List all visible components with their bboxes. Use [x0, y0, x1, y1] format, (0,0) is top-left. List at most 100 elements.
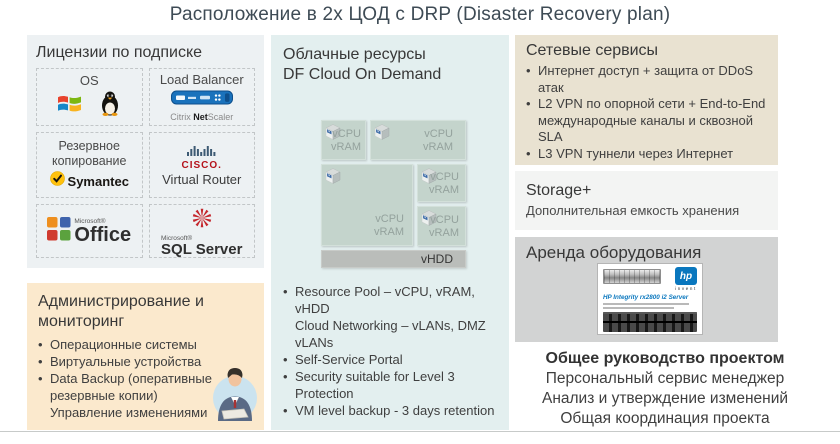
- bullet-marker: •: [283, 284, 288, 299]
- os-label: OS: [79, 73, 99, 88]
- cloud-heading-line2: DF Cloud On Demand: [283, 66, 442, 83]
- vm-box: vCPU vRAM: [417, 164, 466, 202]
- vm-server-icon: [324, 167, 342, 190]
- admin-note: Управление изменениями: [38, 404, 253, 421]
- bullet-text: Виртуальные устройства: [50, 354, 202, 369]
- sql-server-logo: Microsoft® SQL Server: [161, 206, 242, 257]
- cisco-bars-icon: [186, 143, 217, 161]
- bullet-marker: •: [38, 371, 43, 386]
- license-cell-load-balancer: Load Balancer Citrix NetScaler: [148, 68, 255, 126]
- windows-logo-icon: [57, 91, 83, 120]
- bullet-marker: [283, 317, 295, 351]
- cloud-bullet: • Security suitable for Level 3 Protecti…: [283, 368, 501, 402]
- admin-bullet: • Операционные системы: [38, 336, 253, 353]
- admin-heading: Администрирование и мониторинг: [38, 293, 204, 330]
- hp-server-photo-bottom: [603, 312, 697, 332]
- bullet-text: L2 VPN по опорной сети + End-to-End межд…: [538, 96, 766, 144]
- network-bullet: • L2 VPN по опорной сети + End-to-End ме…: [526, 96, 767, 146]
- licenses-grid: OS: [36, 68, 255, 258]
- hp-text-line: [603, 307, 675, 309]
- bottom-divider: [0, 431, 840, 432]
- vm-label: vCPU vRAM: [429, 171, 459, 196]
- panel-admin-monitoring: Администрирование и мониторинг • Операци…: [27, 283, 264, 430]
- netscaler-appliance-icon: [170, 90, 233, 111]
- vm-server-icon: [420, 209, 438, 232]
- bullet-marker: •: [38, 354, 43, 369]
- vm-server-icon: [324, 123, 342, 146]
- hp-logo-block: hp invent: [675, 267, 697, 291]
- license-cell-sql: Microsoft® SQL Server: [148, 204, 255, 258]
- bullet-marker: •: [283, 403, 288, 418]
- bullet-text: Cloud Networking – vLANs, DMZ vLANs: [295, 318, 486, 350]
- vm-label: vCPU vRAM: [374, 213, 404, 238]
- microsoft-label: Microsoft®: [74, 217, 106, 225]
- vm-label: vCPU vRAM: [429, 214, 459, 239]
- panel-licenses: Лицензии по подписке OS: [27, 35, 264, 268]
- hp-invent-label: invent: [675, 286, 697, 291]
- storage-subtitle: Дополнительная емкость хранения: [526, 203, 740, 218]
- network-heading: Сетевые сервисы: [526, 42, 659, 59]
- vm-box: vCPU vRAM: [417, 206, 466, 246]
- bullet-marker: •: [526, 63, 531, 78]
- cisco-brand: CISCO.: [181, 160, 222, 171]
- panel-storage: Storage+ Дополнительная емкость хранения: [515, 171, 778, 230]
- office-squares-icon: [47, 216, 71, 246]
- license-cell-backup: Резервное копирование Symantec: [36, 132, 143, 198]
- bullet-text: L3 VPN туннели через Интернет: [538, 145, 734, 161]
- vm-server-icon: [373, 123, 391, 146]
- sql-brand: SQL Server: [161, 240, 243, 258]
- bullet-text: Data Backup (оперативные резервные копии…: [50, 371, 212, 403]
- panel-network-services: Сетевые сервисы • Интернет доступ + защи…: [515, 35, 778, 165]
- microsoft-label: Microsoft®: [161, 234, 193, 242]
- page-title: Расположение в 2х ЦОД с DRP (Disaster Re…: [169, 4, 671, 25]
- admin-bullet: • Виртуальные устройства: [38, 353, 253, 370]
- vm-box: vCPU vRAM: [370, 120, 466, 160]
- hp-server-photo-top: [603, 269, 661, 284]
- network-bullet: • Интернет доступ + защита от DDoS атак: [526, 63, 767, 96]
- backup-label: Резервное копирование: [51, 139, 127, 168]
- licenses-heading: Лицензии по подписке: [36, 44, 203, 61]
- license-cell-router: CISCO. Virtual Router: [148, 132, 255, 198]
- bullet-text: Self-Service Portal: [295, 352, 403, 367]
- bullet-text: Операционные системы: [50, 337, 197, 352]
- cloud-bullet: • VM level backup - 3 days retention: [283, 402, 501, 419]
- vm-diagram: vCPU vRAM vCPU vRAM vCPU vRAM vCPU vRAM: [321, 120, 466, 270]
- storage-heading: Storage+: [526, 182, 592, 199]
- cloud-bullet: • Resource Pool – vCPU, vRAM, vHDD: [283, 283, 501, 317]
- panel-equipment-rental: Аренда оборудования hp invent HP Integri…: [515, 237, 778, 342]
- office-brand: Office: [74, 223, 132, 246]
- cloud-bullet: Cloud Networking – vLANs, DMZ vLANs: [283, 317, 501, 351]
- management-block: Общее руководство проектом Персональный …: [505, 349, 825, 429]
- bullet-marker: •: [526, 96, 531, 111]
- bullet-text: Resource Pool – vCPU, vRAM, vHDD: [295, 284, 475, 316]
- sql-star-icon: [190, 206, 214, 235]
- cloud-bullet: • Self-Service Portal: [283, 351, 501, 368]
- ms-office-logo: Microsoft® Office: [47, 216, 132, 246]
- hp-server-card: hp invent HP Integrity rx2800 i2 Server: [597, 263, 703, 335]
- os-icons: [57, 90, 121, 121]
- load-balancer-label: Load Balancer: [159, 72, 244, 87]
- symantec-brand: Symantec: [67, 173, 129, 189]
- vm-label: vCPU vRAM: [331, 128, 361, 153]
- note-text: Управление изменениями: [50, 405, 208, 420]
- hp-text-line: [603, 303, 690, 305]
- management-title: Общее руководство проектом: [545, 350, 785, 367]
- management-line: Персональный сервис менеджер: [545, 370, 785, 387]
- vm-box: vCPU vRAM: [321, 164, 413, 246]
- vm-label: vCPU vRAM: [423, 128, 453, 153]
- cloud-heading-line1: Облачные ресурсы: [283, 46, 426, 63]
- network-bullet: • L3 VPN туннели через Интернет: [526, 146, 767, 163]
- panel-cloud-resources: Облачные ресурсы DF Cloud On Demand vCPU…: [271, 35, 509, 430]
- bullet-marker: •: [283, 352, 288, 367]
- management-line: Анализ и утверждение изменений: [541, 390, 789, 407]
- vhdd-label: vHDD: [421, 252, 453, 266]
- bullet-text: Security suitable for Level 3 Protection: [295, 369, 455, 401]
- hp-card-top-row: hp invent: [603, 267, 697, 291]
- bullet-marker: •: [526, 145, 531, 161]
- bullet-text: VM level backup - 3 days retention: [295, 403, 495, 418]
- admin-bullet: • Data Backup (оперативные резервные коп…: [38, 370, 228, 404]
- vm-box: vCPU vRAM: [321, 120, 366, 160]
- citrix-netscaler-brand: Citrix NetScaler: [170, 112, 234, 122]
- hp-product-label: HP Integrity rx2800 i2 Server: [603, 294, 689, 301]
